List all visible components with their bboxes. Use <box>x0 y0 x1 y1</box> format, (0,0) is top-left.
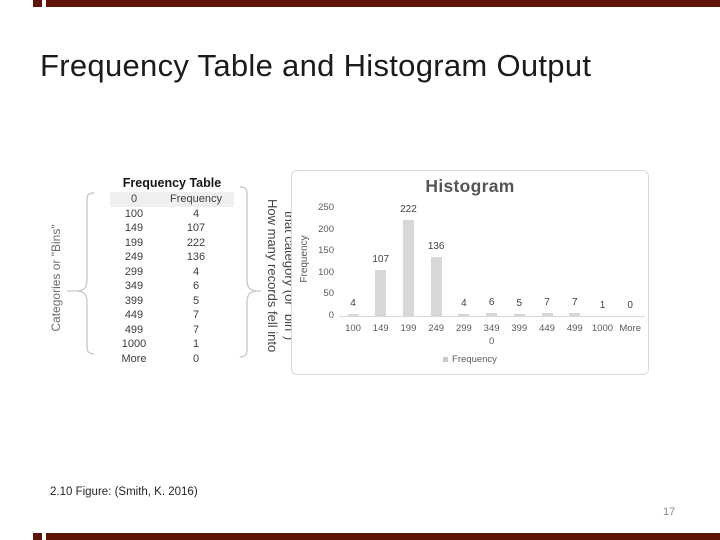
bin-cell: 149 <box>124 222 144 234</box>
frequency-cell: 0 <box>192 352 200 365</box>
bin-cell: 100 <box>124 207 144 220</box>
table-row: 1000 1 <box>110 337 234 352</box>
bar-data-label: 1 <box>599 299 606 311</box>
frequency-table: Frequency Table 0 Frequency 100 4 149 107 199 2… <box>110 176 234 366</box>
bin-cell: 299 <box>124 265 144 278</box>
x-tick-label: 299 <box>455 323 472 334</box>
x-tick-label: 349 <box>483 323 500 334</box>
slide-title: Frequency Table and Histogram Output <box>40 48 592 83</box>
y-tick-label: 0 <box>328 310 334 321</box>
bar-data-label: 7 <box>571 296 578 308</box>
bin-cell: 199 <box>124 236 144 249</box>
frequency-cell: 7 <box>192 309 200 321</box>
bar-data-label: 107 <box>372 253 390 265</box>
bar <box>402 220 414 316</box>
x-axis-line <box>339 316 645 317</box>
page-number: 17 <box>663 506 676 518</box>
bar <box>375 269 387 316</box>
table-row: 499 7 <box>110 323 234 338</box>
frequency-cell: 1 <box>192 338 200 350</box>
frequency-cell: 5 <box>192 294 200 307</box>
bins-annotation: Categories or "Bins" <box>49 224 63 332</box>
x-tick-label: 399 <box>511 323 528 334</box>
histogram-chart: Histogram Frequency 0 50 100 150 200 250 4 100 1… <box>291 170 649 375</box>
accent-square-bottom <box>33 533 42 540</box>
bin-cell: More <box>121 352 147 365</box>
frequency-cell: 4 <box>192 207 200 220</box>
table-row: 149 107 <box>110 221 234 236</box>
y-tick-label: 200 <box>318 223 334 235</box>
bin-cell: 1000 <box>121 338 147 350</box>
bin-cell: 0 <box>130 193 138 205</box>
frequency-table-title: Frequency Table <box>122 176 222 190</box>
table-row: 100 4 <box>110 207 234 222</box>
bar <box>569 312 581 316</box>
x-tick-label: 149 <box>372 323 389 334</box>
x-tick-label: More <box>619 323 642 334</box>
frequency-table-rows: 0 Frequency 100 4 149 107 199 222 249 136 299 4 349 6… <box>110 192 234 366</box>
table-row: 199 222 <box>110 236 234 251</box>
bar <box>430 257 442 316</box>
chart-title: Histogram <box>425 176 515 196</box>
bar-data-label: 5 <box>516 297 523 309</box>
bar <box>513 313 525 316</box>
x-tick-label: 499 <box>566 323 583 334</box>
bar <box>541 312 553 316</box>
legend: Frequency <box>292 354 648 365</box>
legend-label: Frequency <box>452 354 497 365</box>
table-row: 249 136 <box>110 250 234 265</box>
bin-cell: 399 <box>124 294 144 307</box>
frequency-cell: 136 <box>186 251 206 263</box>
y-tick-label: 250 <box>318 202 334 213</box>
x-tick-sublabel: 0 <box>488 336 495 347</box>
bar-data-label: 136 <box>427 241 445 253</box>
records-annotation-line1: How many records fell into <box>265 199 280 353</box>
bar-data-label: 4 <box>350 298 356 310</box>
bar-data-label: 222 <box>400 204 417 216</box>
table-row: 399 5 <box>110 294 234 309</box>
bar-data-label: 7 <box>544 296 550 308</box>
frequency-cell: 107 <box>186 222 206 234</box>
table-row: 449 7 <box>110 308 234 323</box>
x-tick-label: 249 <box>428 323 445 334</box>
frequency-cell: Frequency <box>170 193 222 205</box>
figure-citation: 2.10 Figure: (Smith, K. 2016) <box>50 486 198 498</box>
y-tick-label: 150 <box>318 245 334 257</box>
left-brace <box>77 192 95 355</box>
table-header-row: 0 Frequency <box>110 192 234 207</box>
frequency-cell: 6 <box>192 280 200 292</box>
bin-cell: 449 <box>124 309 144 321</box>
frequency-cell: 222 <box>186 236 206 249</box>
right-brace <box>239 186 257 358</box>
x-tick-label: 199 <box>400 323 417 334</box>
table-row: 299 4 <box>110 265 234 280</box>
plot-area: 0 50 100 150 200 250 4 100 107 149 222 199 136 249 4 29… <box>292 171 648 374</box>
bar <box>486 313 498 316</box>
frequency-cell: 4 <box>192 265 200 278</box>
y-tick-label: 100 <box>318 266 334 278</box>
accent-square-top <box>33 0 42 7</box>
bar-data-label: 6 <box>488 297 495 309</box>
x-tick-label: 1000 <box>591 323 614 334</box>
accent-bar-bottom <box>46 533 720 540</box>
bin-cell: 349 <box>124 280 144 292</box>
accent-bar-top <box>46 0 720 7</box>
x-tick-label: 449 <box>539 323 555 334</box>
bar <box>458 314 470 316</box>
x-tick-label: 100 <box>345 323 361 334</box>
bin-cell: 499 <box>124 323 144 336</box>
bin-cell: 249 <box>124 251 144 263</box>
frequency-cell: 7 <box>192 323 200 336</box>
table-row: More 0 <box>110 352 234 367</box>
bar-data-label: 4 <box>461 298 467 310</box>
y-tick-label: 50 <box>323 288 334 300</box>
legend-marker-icon <box>443 357 449 362</box>
bar-data-label: 0 <box>627 300 633 311</box>
bar <box>347 314 359 316</box>
table-row: 349 6 <box>110 279 234 294</box>
